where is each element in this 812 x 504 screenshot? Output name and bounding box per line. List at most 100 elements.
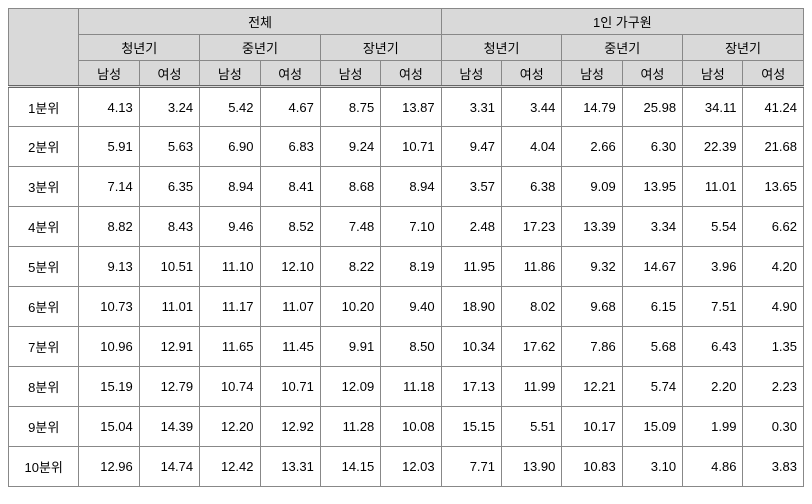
cell: 5.68 [622, 327, 682, 367]
cell: 5.91 [79, 127, 139, 167]
cell: 2.20 [683, 367, 743, 407]
cell: 9.91 [320, 327, 380, 367]
cell: 6.35 [139, 167, 199, 207]
cell: 9.32 [562, 247, 622, 287]
cell: 13.39 [562, 207, 622, 247]
row-label: 1분위 [9, 87, 79, 127]
cell: 4.20 [743, 247, 804, 287]
cell: 13.87 [381, 87, 441, 127]
cell: 7.10 [381, 207, 441, 247]
cell: 7.71 [441, 447, 501, 487]
cell: 14.39 [139, 407, 199, 447]
sub-header-10: 남성 [683, 61, 743, 87]
cell: 6.38 [502, 167, 562, 207]
cell: 10.83 [562, 447, 622, 487]
cell: 3.83 [743, 447, 804, 487]
cell: 2.66 [562, 127, 622, 167]
table-row: 2분위5.915.636.906.839.2410.719.474.042.66… [9, 127, 804, 167]
cell: 14.67 [622, 247, 682, 287]
row-label: 6분위 [9, 287, 79, 327]
cell: 9.40 [381, 287, 441, 327]
cell: 21.68 [743, 127, 804, 167]
cell: 9.24 [320, 127, 380, 167]
cell: 8.82 [79, 207, 139, 247]
cell: 7.48 [320, 207, 380, 247]
table-row: 5분위9.1310.5111.1012.108.228.1911.9511.86… [9, 247, 804, 287]
cell: 12.92 [260, 407, 320, 447]
cell: 8.52 [260, 207, 320, 247]
cell: 5.63 [139, 127, 199, 167]
cell: 9.46 [200, 207, 260, 247]
cell: 11.01 [683, 167, 743, 207]
cell: 3.34 [622, 207, 682, 247]
cell: 15.09 [622, 407, 682, 447]
top-group-0: 전체 [79, 9, 441, 35]
cell: 8.22 [320, 247, 380, 287]
cell: 11.10 [200, 247, 260, 287]
cell: 12.10 [260, 247, 320, 287]
table-row: 4분위8.828.439.468.527.487.102.4817.2313.3… [9, 207, 804, 247]
cell: 25.98 [622, 87, 682, 127]
cell: 3.31 [441, 87, 501, 127]
cell: 4.90 [743, 287, 804, 327]
sub-header-2: 남성 [200, 61, 260, 87]
cell: 41.24 [743, 87, 804, 127]
cell: 11.07 [260, 287, 320, 327]
mid-group-2: 장년기 [320, 35, 441, 61]
cell: 12.20 [200, 407, 260, 447]
cell: 7.14 [79, 167, 139, 207]
table-row: 9분위15.0414.3912.2012.9211.2810.0815.155.… [9, 407, 804, 447]
cell: 11.01 [139, 287, 199, 327]
cell: 12.79 [139, 367, 199, 407]
cell: 10.51 [139, 247, 199, 287]
cell: 12.03 [381, 447, 441, 487]
cell: 34.11 [683, 87, 743, 127]
cell: 11.17 [200, 287, 260, 327]
cell: 9.47 [441, 127, 501, 167]
sub-header-3: 여성 [260, 61, 320, 87]
cell: 10.20 [320, 287, 380, 327]
cell: 6.15 [622, 287, 682, 327]
cell: 11.86 [502, 247, 562, 287]
cell: 11.99 [502, 367, 562, 407]
cell: 17.62 [502, 327, 562, 367]
cell: 13.31 [260, 447, 320, 487]
cell: 3.44 [502, 87, 562, 127]
table-row: 7분위10.9612.9111.6511.459.918.5010.3417.6… [9, 327, 804, 367]
cell: 10.71 [260, 367, 320, 407]
sub-header-9: 여성 [622, 61, 682, 87]
top-group-1: 1인 가구원 [441, 9, 803, 35]
cell: 9.09 [562, 167, 622, 207]
table-row: 6분위10.7311.0111.1711.0710.209.4018.908.0… [9, 287, 804, 327]
cell: 8.94 [381, 167, 441, 207]
cell: 8.68 [320, 167, 380, 207]
cell: 8.02 [502, 287, 562, 327]
mid-group-1: 중년기 [200, 35, 321, 61]
mid-group-4: 중년기 [562, 35, 683, 61]
cell: 6.30 [622, 127, 682, 167]
cell: 10.74 [200, 367, 260, 407]
cell: 15.04 [79, 407, 139, 447]
cell: 11.65 [200, 327, 260, 367]
cell: 17.23 [502, 207, 562, 247]
sub-header-1: 여성 [139, 61, 199, 87]
cell: 12.91 [139, 327, 199, 367]
cell: 17.13 [441, 367, 501, 407]
cell: 6.62 [743, 207, 804, 247]
sub-header-7: 여성 [502, 61, 562, 87]
sub-header-6: 남성 [441, 61, 501, 87]
row-label: 10분위 [9, 447, 79, 487]
cell: 7.86 [562, 327, 622, 367]
cell: 10.73 [79, 287, 139, 327]
cell: 14.15 [320, 447, 380, 487]
cell: 15.15 [441, 407, 501, 447]
cell: 1.35 [743, 327, 804, 367]
row-label: 5분위 [9, 247, 79, 287]
cell: 2.23 [743, 367, 804, 407]
corner-cell [9, 9, 79, 87]
table-row: 8분위15.1912.7910.7410.7112.0911.1817.1311… [9, 367, 804, 407]
cell: 3.57 [441, 167, 501, 207]
cell: 4.04 [502, 127, 562, 167]
cell: 13.65 [743, 167, 804, 207]
cell: 11.45 [260, 327, 320, 367]
